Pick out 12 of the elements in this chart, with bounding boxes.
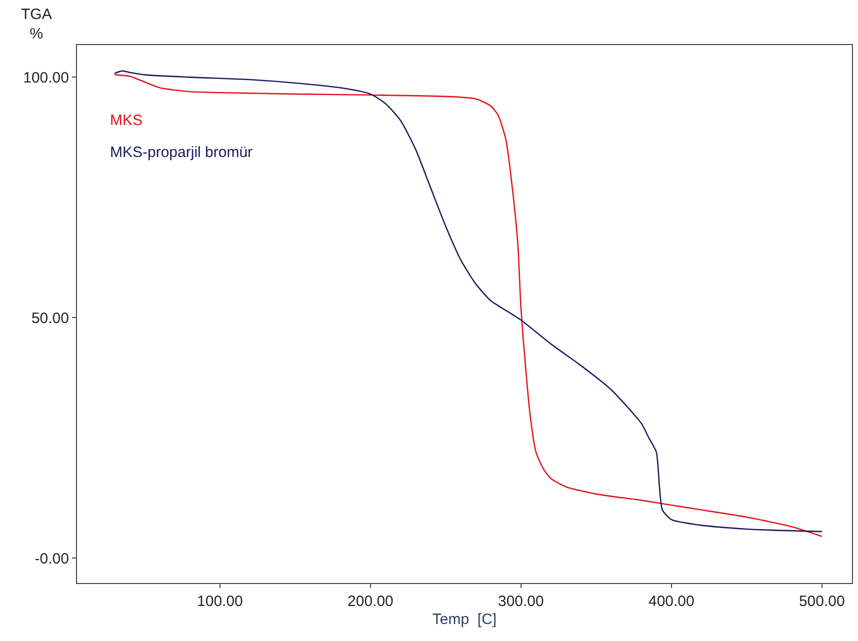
x-axis-title: Temp [C] bbox=[432, 611, 497, 628]
text: MKS-proparjil bromür bbox=[110, 144, 253, 161]
series-label: MKS bbox=[110, 112, 143, 129]
y-axis-title: TGA % bbox=[21, 6, 52, 42]
x-tick-label: 200.00 bbox=[348, 593, 394, 610]
x-tick-label: 400.00 bbox=[648, 593, 694, 610]
y-tick-label: -0.00 bbox=[34, 550, 69, 568]
y-tick-label: 50.00 bbox=[31, 310, 69, 327]
x-tick-label: 500.00 bbox=[798, 593, 845, 610]
x-tick-label: 300.00 bbox=[498, 593, 544, 610]
x-tick-label: 100.00 bbox=[197, 593, 243, 610]
y-tick-label: 100.00 bbox=[23, 69, 69, 86]
